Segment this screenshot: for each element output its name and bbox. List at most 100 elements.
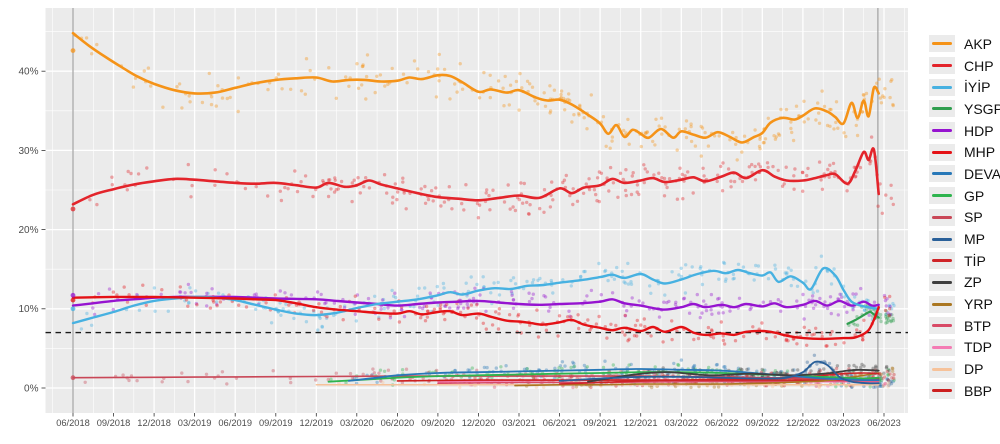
legend-label: CHP — [964, 57, 994, 74]
legend-item-AKP: AKP — [929, 33, 1000, 55]
legend-item-BBP: BBP — [929, 380, 1000, 402]
legend-label: MHP — [964, 144, 996, 161]
legend-item-TDP: TDP — [929, 337, 1000, 359]
x-tick-label: 12/2020 — [462, 418, 496, 428]
legend-label: İYİP — [964, 79, 991, 96]
legend-item-MHP: MHP — [929, 141, 1000, 163]
legend-key-icon — [929, 78, 955, 96]
legend-line-swatch — [932, 259, 952, 263]
legend-line-swatch — [932, 280, 952, 284]
result-marker-AKP — [70, 48, 76, 53]
legend-key-icon — [929, 360, 955, 378]
series-line-AKP — [71, 31, 880, 144]
legend-label: TDP — [964, 339, 992, 356]
legend-line-swatch — [932, 302, 952, 306]
series-line-GP — [327, 371, 880, 383]
series-line-CHP — [71, 147, 880, 206]
legend-line-swatch — [932, 345, 952, 349]
legend-key-icon — [929, 57, 955, 75]
legend-line-swatch — [932, 64, 952, 68]
x-tick-label: 09/2019 — [259, 418, 293, 428]
result-marker-CHP — [70, 206, 76, 212]
legend-item-İYİP: İYİP — [929, 76, 1000, 98]
legend-key-icon — [929, 143, 955, 161]
legend-label: AKP — [964, 35, 993, 52]
legend-line-swatch — [932, 85, 952, 89]
trend-lines — [71, 31, 880, 387]
plot-panel — [45, 8, 908, 413]
legend-label: BTP — [964, 317, 992, 334]
legend-item-GP: GP — [929, 185, 1000, 207]
series-line-MHP — [71, 295, 880, 341]
legend-line-swatch — [932, 389, 952, 393]
x-tick-label: 03/2021 — [502, 418, 536, 428]
legend-label: GP — [964, 187, 985, 204]
legend-key-icon — [929, 122, 955, 140]
legend-item-CHP: CHP — [929, 55, 1000, 77]
y-tick-label: 20% — [18, 225, 38, 236]
legend-line-swatch — [932, 215, 952, 219]
legend-item-ZP: ZP — [929, 272, 1000, 294]
legend-line-swatch — [932, 42, 952, 46]
legend-key-icon — [929, 165, 955, 183]
legend-item-TİP: TİP — [929, 250, 1000, 272]
legend-line-swatch — [932, 150, 952, 154]
legend-label: DP — [964, 361, 984, 378]
x-tick-label: 09/2021 — [583, 418, 617, 428]
x-tick-label: 03/2022 — [664, 418, 698, 428]
series-line-ZP — [587, 368, 880, 383]
axes: 06/2018 09/2018 12/2018 03/2019 06/2019 09/20… — [18, 67, 900, 428]
x-tick-label: 12/2021 — [624, 418, 658, 428]
legend-item-SP: SP — [929, 207, 1000, 229]
legend-key-icon — [929, 382, 955, 400]
y-tick-label: 0% — [24, 383, 39, 394]
x-tick-label: 09/2022 — [745, 418, 779, 428]
legend-key-icon — [929, 230, 955, 248]
legend-line-swatch — [932, 172, 952, 176]
legend-key-icon — [929, 252, 955, 270]
result-marker-HDP — [70, 292, 76, 298]
legend-item-YRP: YRP — [929, 293, 1000, 315]
result-marker-İYİP — [70, 306, 76, 312]
x-tick-label: 12/2018 — [137, 418, 171, 428]
x-tick-label: 03/2020 — [340, 418, 374, 428]
legend-item-YSGP: YSGP — [929, 98, 1000, 120]
legend-item-HDP: HDP — [929, 120, 1000, 142]
legend-label: TİP — [964, 252, 986, 269]
x-tick-label: 06/2022 — [705, 418, 739, 428]
legend-key-icon — [929, 35, 955, 53]
y-tick-label: 10% — [18, 304, 38, 315]
legend-item-BTP: BTP — [929, 315, 1000, 337]
legend-label: ZP — [964, 274, 982, 291]
legend-line-swatch — [932, 367, 952, 371]
x-tick-label: 12/2022 — [786, 418, 820, 428]
legend-label: MP — [964, 231, 985, 248]
legend-key-icon — [929, 273, 955, 291]
x-tick-label: 06/2019 — [218, 418, 252, 428]
legend-key-icon — [929, 208, 955, 226]
legend-label: SP — [964, 209, 983, 226]
x-tick-label: 06/2021 — [543, 418, 577, 428]
legend-line-swatch — [932, 324, 952, 328]
series-line-MP — [558, 360, 880, 385]
x-tick-label: 06/2023 — [867, 418, 901, 428]
legend-line-swatch — [932, 107, 952, 111]
minor-gridlines — [45, 8, 908, 413]
result-marker-MHP — [70, 297, 76, 303]
legend-key-icon — [929, 187, 955, 205]
major-gridlines — [45, 8, 908, 413]
legend-label: HDP — [964, 122, 994, 139]
legend-key-icon — [929, 338, 955, 356]
legend-item-MP: MP — [929, 228, 1000, 250]
x-tick-label: 03/2019 — [178, 418, 212, 428]
legend-item-DP: DP — [929, 358, 1000, 380]
legend-label: YSGP — [964, 100, 1000, 117]
result-marker-SP — [70, 375, 76, 381]
x-tick-label: 09/2020 — [421, 418, 455, 428]
legend-key-icon — [929, 100, 955, 118]
legend-label: YRP — [964, 296, 993, 313]
x-tick-label: 03/2023 — [827, 418, 861, 428]
y-tick-label: 40% — [18, 67, 38, 78]
series-line-HDP — [71, 295, 880, 311]
